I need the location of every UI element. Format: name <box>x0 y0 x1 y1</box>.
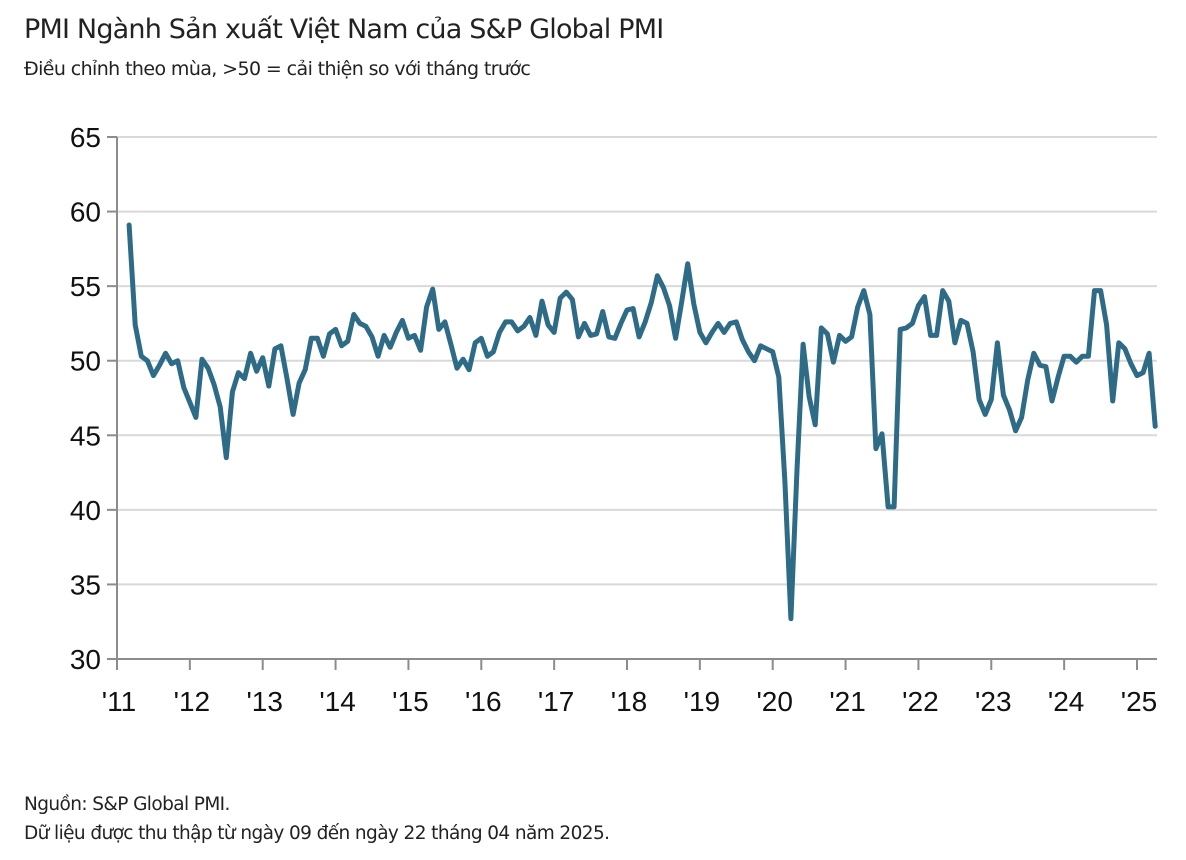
x-tick-label: '18 <box>611 686 648 717</box>
x-tick-label: '12 <box>174 686 211 717</box>
data-collection-note: Dữ liệu được thu thập từ ngày 09 đến ngà… <box>24 823 610 844</box>
x-tick-label: '23 <box>975 686 1012 717</box>
series-layer <box>126 222 1158 622</box>
axes <box>107 136 1157 670</box>
chart-footer: Nguồn: S&P Global PMI. Dữ liệu được thu … <box>24 790 610 848</box>
y-tick-label: 30 <box>70 644 101 675</box>
y-tick-label: 60 <box>70 197 101 228</box>
x-tick-label: '17 <box>538 686 575 717</box>
y-tick-label: 40 <box>70 495 101 526</box>
x-tick-label: '20 <box>756 686 793 717</box>
x-tick-label: '14 <box>319 686 356 717</box>
chart-title: PMI Ngành Sản xuất Việt Nam của S&P Glob… <box>24 14 664 45</box>
x-tick-label: '25 <box>1121 686 1158 717</box>
tick-labels: 30 35 40 45 50 55 60 65 '11 '12 '13 '14 '15 '16 '17 '18… <box>70 122 1157 717</box>
x-tick-label: '16 <box>465 686 502 717</box>
x-tick-label: '19 <box>684 686 721 717</box>
x-tick-label: '13 <box>246 686 283 717</box>
x-tick-label: '24 <box>1048 686 1085 717</box>
y-tick-label: 45 <box>70 420 101 451</box>
y-tick-label: 55 <box>70 271 101 302</box>
y-tick-label: 50 <box>70 346 101 377</box>
series-line-pmi <box>126 222 1158 622</box>
y-tick-label: 65 <box>70 122 101 153</box>
x-tick-label: '22 <box>902 686 939 717</box>
gridlines <box>117 136 1157 586</box>
y-tick-label: 35 <box>70 569 101 600</box>
x-tick-label: '11 <box>102 686 136 717</box>
x-tick-label: '21 <box>829 686 866 717</box>
source-note: Nguồn: S&P Global PMI. <box>24 794 230 815</box>
chart-subtitle: Điều chỉnh theo mùa, >50 = cải thiện so … <box>24 58 531 80</box>
x-tick-label: '15 <box>392 686 429 717</box>
